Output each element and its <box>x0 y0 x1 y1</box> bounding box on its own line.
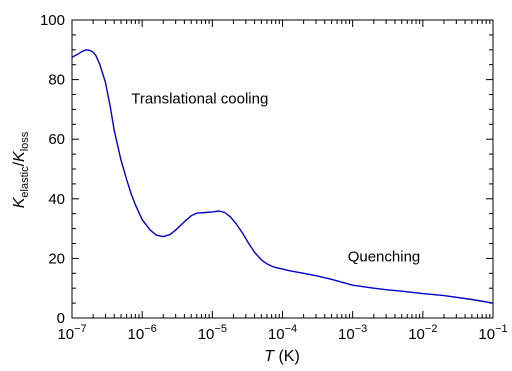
x-tick-label-base: 10 <box>198 326 215 343</box>
y-tick-label: 0 <box>57 310 65 327</box>
plot-frame <box>71 19 494 319</box>
y-tick-label: 100 <box>40 12 65 29</box>
annotation-label: Quenching <box>348 248 421 265</box>
x-axis-title-symbol: T <box>264 348 275 365</box>
y-tick-label: 80 <box>48 72 65 89</box>
y-axis-title: Kelastic/Kloss <box>11 131 31 208</box>
x-tick-label-exponent: −7 <box>74 323 87 335</box>
x-tick-label-exponent: −6 <box>144 323 157 335</box>
x-tick-label-exponent: −5 <box>214 323 227 335</box>
x-tick-label-base: 10 <box>478 326 495 343</box>
x-tick-label-exponent: −2 <box>425 323 438 335</box>
x-tick-label: 10−7 <box>57 323 86 343</box>
y-axis-title-num-sub: elastic <box>19 166 31 198</box>
y-tick-labels: 0 20 40 60 80 100 <box>40 12 65 327</box>
x-tick-label: 10−5 <box>198 323 227 343</box>
x-tick-label-base: 10 <box>268 326 285 343</box>
y-axis-title-den-sub: loss <box>19 131 31 151</box>
y-tick-label: 40 <box>48 191 65 208</box>
x-tick-label-base: 10 <box>338 326 355 343</box>
x-tick-label: 10−1 <box>478 323 507 343</box>
annotations: Translational cooling Quenching <box>131 90 420 265</box>
y-axis-title-num: K <box>11 196 28 208</box>
x-axis-title-unit: (K) <box>274 348 300 365</box>
x-tick-label: 10−4 <box>268 323 297 343</box>
axis-ticks <box>71 19 494 319</box>
x-tick-label-exponent: −4 <box>285 323 298 335</box>
x-tick-label: 10−6 <box>128 323 157 343</box>
x-tick-label-exponent: −1 <box>495 323 508 335</box>
x-tick-label-exponent: −3 <box>355 323 368 335</box>
x-tick-label-base: 10 <box>128 326 145 343</box>
x-tick-labels: 10−7 10−6 10−5 10−4 10−3 10−2 10−1 <box>57 323 507 343</box>
x-tick-label-base: 10 <box>57 326 74 343</box>
y-axis-title-slash: / <box>11 161 28 166</box>
x-tick-label: 10−3 <box>338 323 367 343</box>
annotation-label: Translational cooling <box>131 90 268 107</box>
x-tick-label: 10−2 <box>408 323 437 343</box>
data-series-line <box>71 49 494 304</box>
y-tick-label: 20 <box>48 250 65 267</box>
x-tick-label-base: 10 <box>408 326 425 343</box>
y-tick-label: 60 <box>48 131 65 148</box>
x-axis-title: T (K) <box>264 348 300 365</box>
y-axis-title-den: K <box>11 150 28 162</box>
